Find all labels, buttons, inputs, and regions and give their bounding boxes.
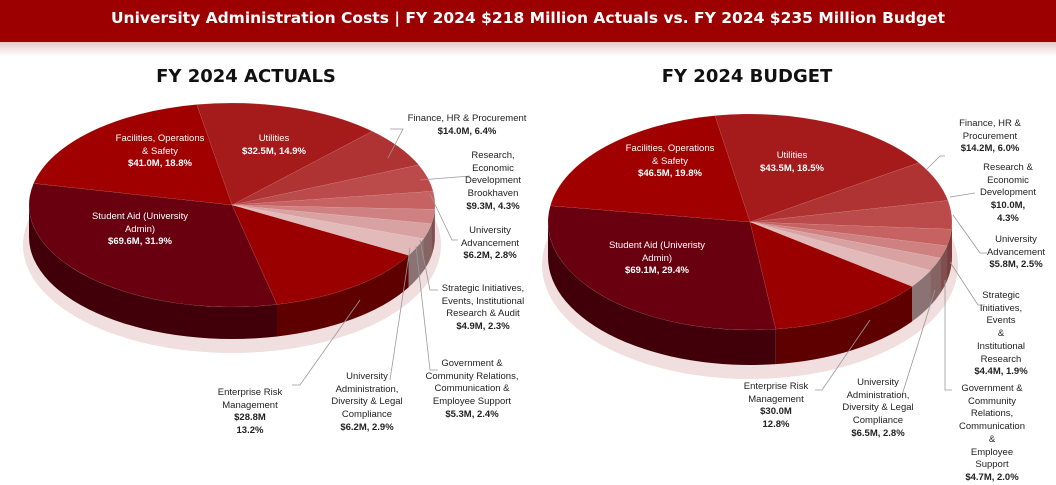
leader-line — [950, 193, 975, 197]
label-value: $5.8M, 2.5% — [987, 259, 1045, 272]
label-name: University Advancement — [461, 225, 519, 249]
label-name: Research & Economic Development — [980, 162, 1036, 198]
label-name: Finance, HR & Procurement — [959, 118, 1021, 142]
data-label: Government & Community Relations, Commun… — [959, 383, 1025, 485]
label-value: $4.7M, 2.0% — [959, 472, 1025, 485]
label-value: $14.2M, 6.0% — [959, 143, 1021, 156]
data-label: Facilities, Operations & Safety$41.0M, 1… — [116, 133, 205, 171]
label-value: $30.0M 12.8% — [744, 406, 808, 431]
data-label: Finance, HR & Procurement$14.2M, 6.0% — [959, 118, 1021, 156]
label-name: Government & Community Relations, Commun… — [959, 383, 1025, 470]
label-value: $9.3M, 4.3% — [465, 201, 521, 214]
label-name: Student Aid (University Admin) — [92, 211, 188, 235]
data-label: Government & Community Relations, Commun… — [426, 358, 519, 422]
data-label: Research & Economic Development$10.0M, 4… — [980, 162, 1036, 226]
label-name: University Advancement — [987, 234, 1045, 258]
label-value: $6.2M, 2.8% — [461, 250, 519, 263]
data-label: University Administration, Diversity & L… — [331, 371, 402, 435]
label-value: $14.0M, 6.4% — [408, 126, 527, 139]
label-name: Enterprise Risk Management — [218, 387, 282, 411]
leader-line — [926, 156, 945, 170]
data-label: University Administration, Diversity & L… — [842, 377, 913, 441]
data-label: Utilities $32.5M, 14.9% — [242, 133, 306, 158]
data-label: Enterprise Risk Management$30.0M 12.8% — [744, 381, 808, 432]
label-name: Student Aid (Univeristy Admin) — [609, 240, 705, 264]
label-name: University Administration, Diversity & L… — [331, 371, 402, 420]
label-value: $10.0M, 4.3% — [980, 200, 1036, 225]
data-label: Facilities, Operations & Safety$46.5M, 1… — [626, 143, 715, 181]
data-label: Research, Economic Development Brookhave… — [465, 150, 521, 214]
label-name: Research, Economic Development Brookhave… — [465, 150, 521, 199]
label-name: Utilities — [777, 150, 808, 161]
label-name: Finance, HR & Procurement — [408, 113, 527, 124]
data-label: Student Aid (Univeristy Admin)$69.1M, 29… — [609, 240, 705, 278]
label-value: $4.9M, 2.3% — [442, 321, 524, 334]
data-label: University Advancement$6.2M, 2.8% — [461, 225, 519, 263]
label-name: Utilities — [259, 133, 290, 144]
label-name: Enterprise Risk Management — [744, 381, 808, 405]
label-name: Strategic Initiatives, Events & Institut… — [977, 290, 1025, 365]
label-name: Facilities, Operations & Safety — [116, 133, 205, 157]
label-value: $6.5M, 2.8% — [842, 428, 913, 441]
label-value: $46.5M, 19.8% — [626, 168, 715, 181]
label-value: $5.3M, 2.4% — [426, 409, 519, 422]
label-value: $41.0M, 18.8% — [116, 158, 205, 171]
label-name: Government & Community Relations, Commun… — [426, 358, 519, 407]
data-label: Finance, HR & Procurement $14.0M, 6.4% — [408, 113, 527, 138]
data-label: University Advancement$5.8M, 2.5% — [987, 234, 1045, 272]
label-value: $28.8M 13.2% — [218, 412, 282, 437]
label-value: $6.2M, 2.9% — [331, 422, 402, 435]
label-value: $43.5M, 18.5% — [760, 163, 824, 176]
label-value: $4.4M, 1.9% — [974, 366, 1029, 379]
data-label: Strategic Initiatives, Events & Institut… — [974, 290, 1029, 379]
label-value: $32.5M, 14.9% — [242, 146, 306, 159]
label-name: University Administration, Diversity & L… — [842, 377, 913, 426]
label-value: $69.1M, 29.4% — [609, 265, 705, 278]
data-label: Strategic Initiatives, Events, Instituti… — [442, 283, 524, 334]
data-label: Student Aid (University Admin)$69.6M, 31… — [92, 211, 188, 249]
label-name: Facilities, Operations & Safety — [626, 143, 715, 167]
label-value: $69.6M, 31.9% — [92, 236, 188, 249]
data-label: Utilities $43.5M, 18.5% — [760, 150, 824, 175]
label-name: Strategic Initiatives, Events, Instituti… — [442, 283, 524, 319]
data-label: Enterprise Risk Management$28.8M 13.2% — [218, 387, 282, 438]
